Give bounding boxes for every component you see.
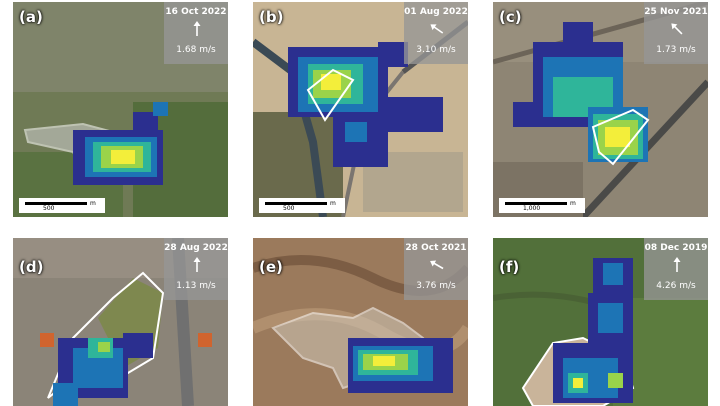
wind-speed: 3.76 m/s — [416, 281, 456, 291]
scale-bar-line — [505, 202, 567, 205]
wind-info-box: 16 Oct 2022 1.68 m/s — [164, 2, 228, 64]
wind-direction-arrow-icon — [430, 260, 444, 270]
observation-date: 28 Aug 2022 — [164, 243, 228, 253]
panel-label: (f) — [499, 258, 520, 276]
wind-direction-arrow-icon — [193, 21, 201, 36]
wind-speed: 3.10 m/s — [416, 45, 456, 55]
methane-plume-f — [553, 258, 633, 403]
panel-e: (e) 28 Oct 2021 3.76 m/s — [253, 238, 468, 406]
methane-plume-d — [53, 333, 153, 406]
panel-label: (a) — [19, 8, 43, 26]
scale-bar-label: 500 — [43, 205, 55, 212]
satellite-image-e — [253, 238, 468, 406]
scale-bar: 500 m — [19, 198, 105, 213]
scale-bar-unit: m — [570, 200, 576, 207]
wind-info-box: 08 Dec 2019 4.26 m/s — [644, 238, 708, 300]
observation-date: 25 Nov 2021 — [644, 7, 708, 17]
panel-f: (f) 08 Dec 2019 4.26 m/s — [493, 238, 708, 406]
observation-date: 16 Oct 2022 — [165, 7, 227, 17]
wind-direction-arrow-icon — [430, 24, 444, 34]
wind-speed: 4.26 m/s — [656, 281, 696, 291]
panel-a: (a) 16 Oct 2022 1.68 m/s 500 m — [13, 2, 228, 217]
methane-plume-a — [73, 102, 168, 185]
methane-plume-c — [513, 22, 650, 166]
panel-c: (c) 25 Nov 2021 1.73 m/s 1,000 m — [493, 2, 708, 217]
satellite-image-f — [493, 238, 708, 406]
scale-bar-line — [25, 202, 87, 205]
panel-label: (e) — [259, 258, 283, 276]
wind-speed: 1.73 m/s — [656, 45, 696, 55]
wind-info-box: 01 Aug 2022 3.10 m/s — [404, 2, 468, 64]
wind-info-box: 25 Nov 2021 1.73 m/s — [644, 2, 708, 64]
observation-date: 28 Oct 2021 — [405, 243, 467, 253]
observation-date: 08 Dec 2019 — [644, 243, 708, 253]
scale-bar-unit: m — [90, 200, 96, 207]
panel-label: (b) — [259, 8, 284, 26]
panel-b: (b) 01 Aug 2022 3.10 m/s 500 m — [253, 2, 468, 217]
wind-info-box: 28 Aug 2022 1.13 m/s — [164, 238, 228, 300]
panel-d: (d) 28 Aug 2022 1.13 m/s — [13, 238, 228, 406]
scale-bar-label: 1,000 — [523, 205, 541, 212]
wind-direction-arrow-icon — [671, 23, 683, 35]
scale-bar-unit: m — [330, 200, 336, 207]
wind-speed: 1.13 m/s — [176, 281, 216, 291]
wind-direction-arrow-icon — [673, 257, 681, 272]
observation-date: 01 Aug 2022 — [404, 7, 468, 17]
wind-speed: 1.68 m/s — [176, 45, 216, 55]
scale-bar-label: 500 — [283, 205, 295, 212]
scale-bar: 500 m — [259, 198, 345, 213]
methane-plume-b — [288, 42, 443, 167]
panel-label: (d) — [19, 258, 44, 276]
panel-label: (c) — [499, 8, 522, 26]
wind-direction-arrow-icon — [193, 257, 201, 272]
methane-plume-e — [348, 338, 453, 393]
scale-bar: 1,000 m — [499, 198, 585, 213]
scale-bar-line — [265, 202, 327, 205]
wind-info-box: 28 Oct 2021 3.76 m/s — [404, 238, 468, 300]
